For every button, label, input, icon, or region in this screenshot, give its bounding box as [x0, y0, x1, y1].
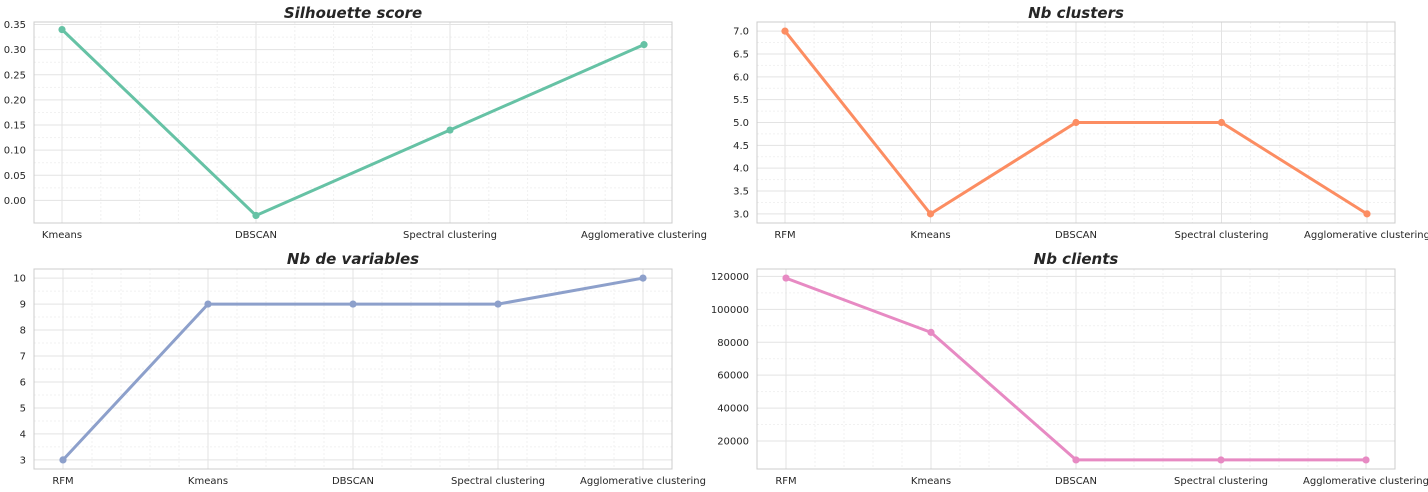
data-point: [926, 210, 935, 218]
data-point: [639, 274, 647, 282]
plot-border: [756, 21, 1396, 224]
y-tick-label: 6: [20, 377, 26, 388]
y-tick-label: 0.05: [4, 171, 26, 182]
y-tick-label: 0.25: [4, 70, 26, 81]
y-tick-label: 40000: [717, 404, 749, 415]
data-point: [349, 300, 357, 308]
x-tick-label: DBSCAN: [332, 476, 374, 487]
x-tick-label: RFM: [775, 476, 796, 487]
x-tick-labels: RFM Kmeans DBSCAN Spectral clustering Agglom…: [774, 230, 1428, 241]
data-point: [1362, 456, 1370, 464]
data-point: [204, 300, 212, 308]
data-point: [252, 211, 260, 220]
y-tick-label: 8: [20, 326, 26, 337]
x-tick-label: Spectral clustering: [403, 230, 497, 241]
y-tick-label: 4.5: [733, 141, 749, 152]
grid: [34, 22, 672, 223]
data-point: [58, 25, 66, 34]
y-tick-label: 5: [20, 403, 26, 414]
y-tick-label: 60000: [717, 371, 749, 382]
y-tick-label: 0.00: [4, 196, 26, 207]
y-tick-label: 0.35: [4, 20, 26, 31]
x-tick-label: Agglomerative clustering: [1304, 230, 1428, 241]
grid: [757, 269, 1395, 469]
x-tick-label: Kmeans: [911, 476, 951, 487]
series-line: [60, 28, 646, 217]
y-tick-label: 0.30: [4, 45, 26, 56]
x-tick-label: RFM: [774, 230, 795, 241]
chart-title: Nb clusters: [1028, 4, 1124, 22]
y-tick-label: 120000: [711, 272, 749, 283]
y-tick-label: 10: [13, 274, 26, 285]
x-tick-label: Agglomerative clustering: [1303, 476, 1428, 487]
chart-nb-de-variables: Nb de variables 3 4 5 6 7 8 9 10 RFM Kmeans DBSCAN…: [13, 250, 706, 487]
x-tick-label: Spectral clustering: [1175, 230, 1269, 241]
x-tick-label: Spectral clustering: [1174, 476, 1268, 487]
plot-border: [756, 268, 1396, 470]
chart-title: Nb de variables: [287, 250, 419, 268]
x-tick-labels: Kmeans DBSCAN Spectral clustering Agglomera…: [42, 230, 707, 241]
chart-nb-clusters: Nb clusters 3.0 3.5 4.0 4.5 5.0 5.5 6.0 6.5 7.0 R…: [733, 4, 1428, 241]
x-tick-label: Agglomerative clustering: [581, 230, 707, 241]
data-point: [1072, 456, 1080, 464]
y-tick-label: 7: [20, 352, 26, 363]
y-tick-labels: 0.00 0.05 0.10 0.15 0.20 0.25 0.30 0.35: [4, 20, 26, 207]
y-tick-label: 3: [20, 455, 26, 466]
x-tick-label: DBSCAN: [1055, 230, 1097, 241]
y-tick-label: 6.0: [733, 72, 749, 83]
y-tick-label: 80000: [717, 338, 749, 349]
chart-title: Silhouette score: [284, 4, 422, 22]
y-tick-label: 0.15: [4, 121, 26, 132]
data-point: [640, 41, 648, 49]
data-point: [927, 328, 935, 336]
y-tick-label: 3.0: [733, 209, 749, 220]
x-tick-labels: RFM Kmeans DBSCAN Spectral clustering Agglom…: [52, 476, 706, 487]
chart-title: Nb clients: [1034, 250, 1119, 268]
y-tick-label: 6.5: [733, 49, 749, 60]
x-tick-label: Spectral clustering: [451, 476, 545, 487]
y-tick-label: 5.0: [733, 118, 749, 129]
y-tick-label: 100000: [711, 305, 749, 316]
x-tick-label: DBSCAN: [1055, 476, 1097, 487]
y-tick-labels: 20000 40000 60000 80000 100000 120000: [711, 272, 749, 448]
x-tick-label: Kmeans: [42, 230, 82, 241]
data-point: [1217, 456, 1225, 464]
y-tick-label: 4: [20, 429, 26, 440]
x-tick-label: DBSCAN: [235, 230, 277, 241]
y-tick-label: 0.20: [4, 95, 26, 106]
plot-border: [33, 21, 673, 224]
data-point: [1072, 118, 1080, 127]
y-tick-label: 4.0: [733, 164, 749, 175]
y-tick-label: 9: [20, 300, 26, 311]
x-tick-label: Kmeans: [188, 476, 228, 487]
y-tick-label: 5.5: [733, 95, 749, 106]
y-tick-label: 20000: [717, 437, 749, 448]
x-tick-label: RFM: [52, 476, 73, 487]
y-tick-label: 7.0: [733, 27, 749, 38]
plot-border: [33, 268, 673, 470]
x-tick-label: Kmeans: [910, 230, 950, 241]
data-point: [494, 300, 502, 308]
y-tick-labels: 3 4 5 6 7 8 9 10: [13, 274, 26, 467]
data-point: [782, 274, 790, 282]
y-tick-label: 3.5: [733, 187, 749, 198]
data-point: [1363, 210, 1371, 218]
x-tick-label: Agglomerative clustering: [580, 476, 706, 487]
x-tick-labels: RFM Kmeans DBSCAN Spectral clustering Agglom…: [775, 476, 1428, 487]
data-point: [59, 456, 67, 464]
y-tick-labels: 3.0 3.5 4.0 4.5 5.0 5.5 6.0 6.5 7.0: [733, 27, 749, 221]
plot-area: [33, 21, 673, 224]
y-tick-label: 0.10: [4, 146, 26, 157]
data-point: [781, 27, 789, 35]
grid: [34, 269, 672, 469]
data-point: [1217, 118, 1226, 127]
chart-silhouette-score: Silhouette score 0.00 0.05 0.10 0.15 0.20 0.2…: [4, 4, 707, 241]
data-point: [446, 126, 454, 134]
